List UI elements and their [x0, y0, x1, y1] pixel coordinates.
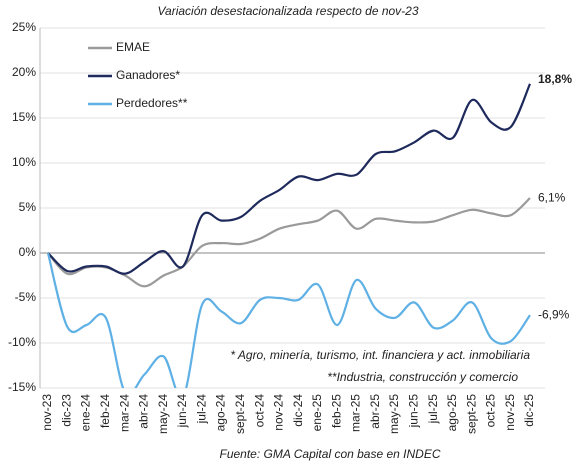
x-tick-label: ene-24: [79, 394, 93, 432]
x-tick-label: nov-25: [503, 394, 517, 431]
x-tick-label: mar-24: [117, 394, 131, 432]
x-tick-label: dic-23: [59, 394, 73, 427]
series-line: [47, 83, 532, 275]
legend-label: Perdedores**: [116, 96, 188, 110]
x-tick-label: abr-24: [137, 394, 151, 429]
y-tick-label: 15%: [12, 110, 36, 124]
x-tick-label: oct-24: [252, 394, 266, 428]
x-tick-label: ago-25: [445, 394, 459, 432]
y-tick-label: -10%: [8, 335, 36, 349]
y-tick-label: -5%: [15, 290, 37, 304]
y-tick-label: 25%: [12, 20, 36, 34]
x-tick-label: jul-24: [194, 394, 208, 425]
x-tick-label: jul-25: [426, 394, 440, 425]
legend-label: EMAE: [116, 40, 150, 54]
y-tick-label: 5%: [19, 200, 37, 214]
x-tick-label: feb-24: [98, 394, 112, 428]
legend-label: Ganadores*: [116, 68, 180, 82]
x-tick-label: dic-25: [522, 394, 536, 427]
x-tick-label: oct-25: [484, 394, 498, 428]
x-tick-label: jun-24: [175, 394, 189, 429]
series-line: [46, 252, 531, 388]
x-tick-label: sept-24: [233, 394, 247, 434]
x-tick-label: ene-25: [310, 394, 324, 432]
value-label: 6,1%: [538, 190, 566, 204]
x-tick-label: dic-24: [291, 394, 305, 427]
chart-title: Variación desestacionalizada respecto de…: [157, 4, 418, 18]
y-tick-label: 20%: [12, 65, 36, 79]
series-line: [47, 197, 531, 288]
annotation: **Industria, construcción y comercio: [327, 370, 518, 384]
y-tick-label: 0%: [19, 245, 37, 259]
x-tick-label: jun-25: [406, 394, 420, 429]
source: Fuente: GMA Capital con base en INDEC: [220, 447, 441, 461]
x-tick-label: abr-25: [368, 394, 382, 429]
x-tick-label: may-25: [387, 394, 401, 434]
plot-area: [46, 83, 532, 388]
y-tick-label: 10%: [12, 155, 36, 169]
x-tick-label: ago-24: [214, 394, 228, 432]
x-tick-label: nov-24: [272, 394, 286, 431]
x-tick-label: nov-23: [40, 394, 54, 431]
x-tick-label: mar-25: [349, 394, 363, 432]
x-tick-label: sept-25: [464, 394, 478, 434]
annotation: * Agro, minería, turismo, int. financier…: [230, 348, 530, 362]
x-tick-label: feb-25: [329, 394, 343, 428]
value-label: 18,8%: [538, 72, 572, 86]
y-tick-label: -15%: [8, 380, 36, 394]
value-label: -6,9%: [538, 307, 570, 321]
x-tick-label: may-24: [156, 394, 170, 434]
